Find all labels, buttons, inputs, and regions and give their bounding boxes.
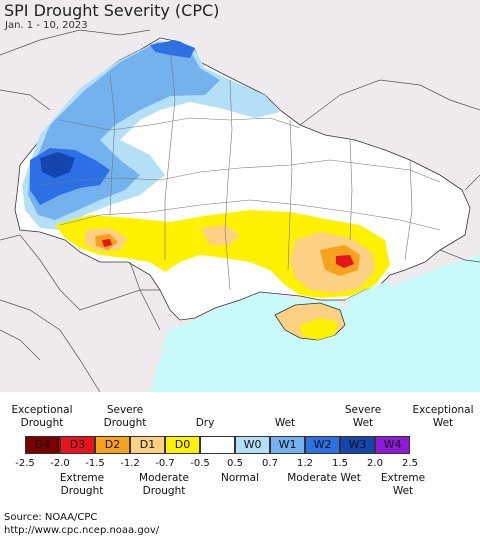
legend-tick: -0.7	[155, 458, 175, 469]
legend-label-normal: Normal	[221, 472, 259, 484]
wet-w2-north	[150, 40, 195, 58]
legend-swatch-d4: D4	[25, 436, 60, 454]
legend-label-moderate-drought: Moderate Drought	[139, 472, 189, 497]
crimea-yellow	[300, 318, 338, 340]
dry-d1-central	[200, 225, 240, 245]
legend-label-exceptional-drought: Exceptional Drought	[11, 404, 73, 429]
legend-label-wet: Wet	[274, 417, 296, 429]
legend-label-severe-wet: Severe Wet	[344, 404, 382, 429]
legend-label-extreme-drought: Extreme Drought	[59, 472, 105, 497]
source-label: Source: NOAA/CPC	[4, 512, 98, 523]
wet-w3-area	[40, 152, 75, 178]
legend-label-moderate-wet: Moderate Wet	[287, 472, 361, 484]
legend-label-dry: Dry	[195, 417, 215, 429]
legend-swatch-d0: D0	[165, 436, 200, 454]
legend-tick: 0.5	[227, 458, 243, 469]
legend-tick: 2.5	[402, 458, 418, 469]
legend-tick: -2.0	[50, 458, 70, 469]
legend-label-exceptional-wet: Exceptional Wet	[412, 404, 474, 429]
legend-swatch-w3: W3	[340, 436, 375, 454]
date-range: Jan. 1 - 10, 2023	[5, 20, 88, 31]
country-borders	[0, 29, 480, 392]
legend-label-severe-drought: Severe Drought	[103, 404, 147, 429]
legend-swatch-w2: W2	[305, 436, 340, 454]
legend-tick: 0.7	[262, 458, 278, 469]
dry-d3-spot	[336, 255, 354, 268]
legend-tick: -0.5	[190, 458, 210, 469]
legend-swatch-d1: D1	[130, 436, 165, 454]
legend-tick: -1.2	[120, 458, 140, 469]
map-title: SPI Drought Severity (CPC)	[4, 1, 220, 20]
legend-tick: 2.0	[367, 458, 383, 469]
legend-tick: -1.5	[85, 458, 105, 469]
drought-map	[0, 0, 480, 392]
legend-tick: -2.5	[15, 458, 35, 469]
legend-swatch-w4: W4	[375, 436, 410, 454]
legend-swatch-w1: W1	[270, 436, 305, 454]
legend-swatch-d3: D3	[60, 436, 95, 454]
oblast-borders	[39, 44, 441, 291]
legend-label-extreme-wet: Extreme Wet	[380, 472, 426, 497]
source-url: http://www.cpc.ncep.noaa.gov/	[4, 525, 160, 536]
legend-swatch-d2: D2	[95, 436, 130, 454]
sea-of-azov	[345, 282, 400, 312]
legend-swatch-w0: W0	[235, 436, 270, 454]
dry-d3-west	[102, 239, 112, 247]
legend-swatch-normal	[200, 436, 235, 454]
legend-tick: 1.5	[332, 458, 348, 469]
legend-tick: 1.2	[297, 458, 313, 469]
